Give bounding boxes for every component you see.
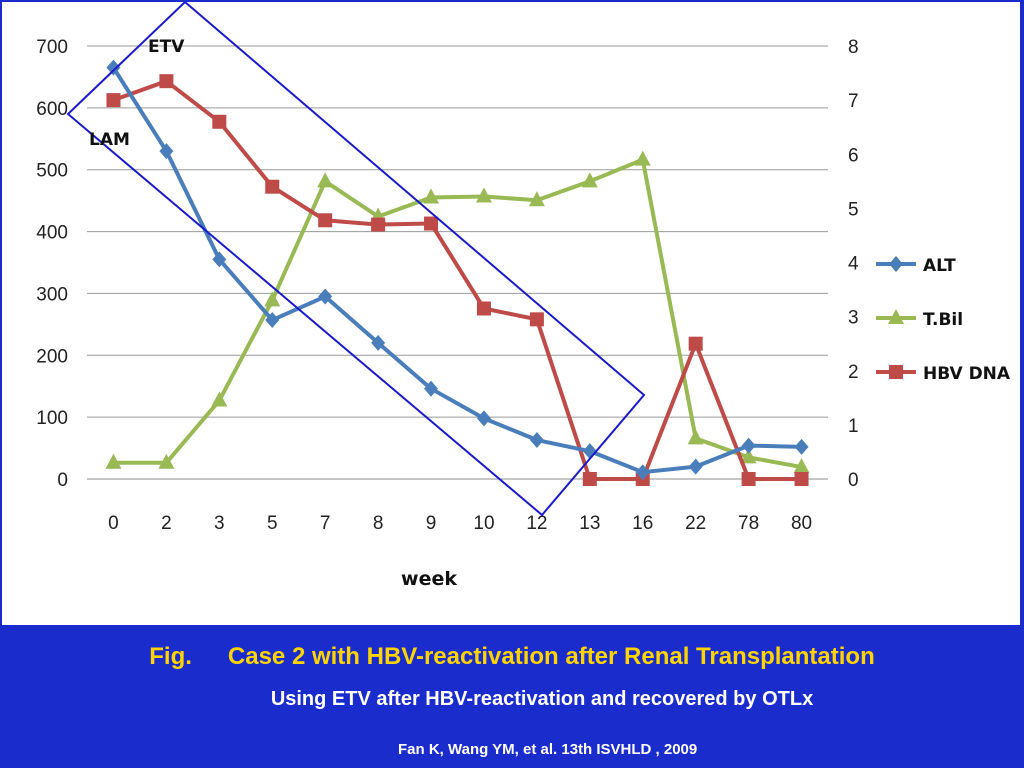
series-alt bbox=[106, 59, 809, 481]
y-left-tick-label: 200 bbox=[36, 346, 68, 367]
data-point-hbv-dna bbox=[318, 213, 333, 228]
data-point-t-bil bbox=[581, 172, 598, 188]
annotation-etv: ETV bbox=[148, 37, 185, 57]
y-right-tick-label: 8 bbox=[848, 37, 859, 58]
x-axis-label: week bbox=[401, 568, 457, 590]
data-point-alt bbox=[318, 288, 333, 305]
y-right-tick-label: 6 bbox=[848, 145, 859, 166]
y-left-tick-label: 0 bbox=[57, 470, 68, 491]
caption-title: Fig. Case 2 with HBV-reactivation after R… bbox=[0, 643, 1024, 671]
data-point-t-bil bbox=[211, 391, 228, 407]
data-point-hbv-dna bbox=[212, 114, 227, 129]
data-point-t-bil bbox=[158, 453, 175, 469]
data-point-alt bbox=[265, 312, 280, 329]
data-point-alt bbox=[371, 334, 386, 351]
data-point-hbv-dna bbox=[688, 336, 703, 351]
data-point-t-bil bbox=[740, 448, 757, 464]
x-tick-label: 8 bbox=[373, 513, 384, 534]
legend-marker bbox=[889, 365, 903, 379]
series-line-hbv-dna bbox=[112, 79, 802, 481]
data-point-hbv-dna bbox=[106, 93, 121, 108]
legend-label-tbil: T.Bil bbox=[923, 310, 963, 330]
data-point-alt bbox=[212, 251, 227, 268]
x-tick-label: 3 bbox=[214, 513, 225, 534]
x-tick-label: 7 bbox=[320, 513, 331, 534]
series-t-bil bbox=[105, 150, 810, 474]
annotation-lam: LAM bbox=[89, 130, 130, 150]
data-point-alt bbox=[688, 458, 703, 475]
y-left-tick-label: 700 bbox=[36, 37, 68, 58]
data-point-hbv-dna bbox=[582, 472, 597, 486]
data-point-t-bil bbox=[105, 453, 122, 469]
x-tick-label: 12 bbox=[526, 513, 547, 534]
x-tick-label: 78 bbox=[738, 513, 759, 534]
x-tick-label: 16 bbox=[632, 513, 653, 534]
x-tick-label: 5 bbox=[267, 513, 278, 534]
data-point-alt bbox=[106, 59, 121, 76]
data-point-alt bbox=[741, 437, 756, 454]
data-point-alt bbox=[476, 410, 491, 427]
data-point-alt bbox=[582, 443, 597, 460]
y-left-tick-label: 100 bbox=[36, 408, 68, 429]
annotation-box bbox=[66, 2, 646, 517]
data-point-hbv-dna bbox=[741, 472, 756, 486]
citation: Fan K, Wang YM, et al. 13th ISVHLD , 200… bbox=[398, 741, 698, 758]
data-point-t-bil bbox=[793, 458, 810, 474]
data-point-t-bil bbox=[317, 172, 334, 188]
data-point-t-bil bbox=[528, 191, 545, 207]
x-tick-label: 22 bbox=[685, 513, 706, 534]
y-left-tick-label: 300 bbox=[36, 284, 68, 305]
series-line-alt bbox=[111, 66, 802, 475]
y-left-tick-label: 600 bbox=[36, 99, 68, 120]
data-point-alt bbox=[794, 438, 809, 455]
data-point-hbv-dna bbox=[159, 74, 174, 89]
legend-marker bbox=[889, 256, 903, 272]
data-point-hbv-dna bbox=[794, 472, 809, 486]
data-point-alt bbox=[159, 143, 174, 160]
series-line-t-bil bbox=[113, 157, 802, 470]
x-tick-label: 10 bbox=[473, 513, 494, 534]
data-point-t-bil bbox=[687, 429, 704, 445]
y-right-tick-label: 2 bbox=[848, 362, 859, 383]
data-point-t-bil bbox=[264, 291, 281, 307]
data-point-hbv-dna bbox=[424, 216, 439, 231]
y-left-tick-label: 400 bbox=[36, 223, 68, 244]
data-point-hbv-dna bbox=[529, 312, 544, 327]
data-point-t-bil bbox=[634, 150, 651, 166]
data-point-alt bbox=[635, 464, 650, 481]
x-tick-label: 2 bbox=[161, 513, 172, 534]
data-point-alt bbox=[529, 432, 544, 449]
data-point-hbv-dna bbox=[265, 179, 280, 194]
figure-title: Case 2 with HBV-reactivation after Renal… bbox=[227, 643, 875, 670]
legend: ALT T.Bil HBV DNA bbox=[876, 256, 1011, 384]
figure-label: Fig. bbox=[149, 643, 192, 670]
legend-marker bbox=[888, 309, 904, 324]
y-right-tick-label: 5 bbox=[848, 199, 859, 220]
y-right-tick-label: 7 bbox=[848, 91, 859, 112]
legend-label-hbv-dna: HBV DNA bbox=[923, 364, 1011, 384]
legend-label-alt: ALT bbox=[923, 256, 956, 276]
y-right-tick-label: 4 bbox=[848, 254, 859, 275]
y-left-tick-label: 500 bbox=[36, 161, 68, 182]
series-hbv-dna bbox=[106, 74, 809, 486]
data-point-hbv-dna bbox=[476, 301, 491, 316]
data-point-t-bil bbox=[475, 187, 492, 203]
y-right-tick-label: 3 bbox=[848, 308, 859, 329]
y-right-tick-label: 0 bbox=[848, 470, 859, 491]
y-right-tick-label: 1 bbox=[848, 416, 859, 437]
data-point-hbv-dna bbox=[371, 217, 386, 232]
x-tick-label: 13 bbox=[579, 513, 600, 534]
x-tick-label: 0 bbox=[108, 513, 119, 534]
data-point-alt bbox=[424, 380, 439, 397]
x-tick-label: 9 bbox=[426, 513, 437, 534]
caption-subtitle: Using ETV after HBV-reactivation and rec… bbox=[270, 688, 814, 710]
x-tick-label: 80 bbox=[791, 513, 812, 534]
data-point-t-bil bbox=[423, 188, 440, 204]
